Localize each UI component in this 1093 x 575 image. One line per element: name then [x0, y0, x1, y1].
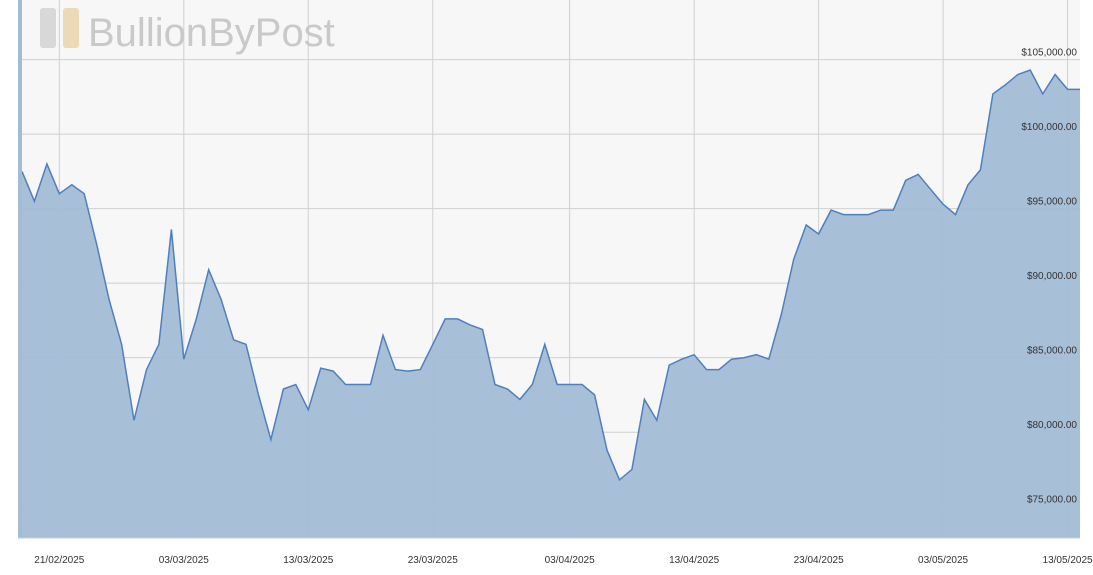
- x-tick-label: 13/05/2025: [1043, 555, 1093, 566]
- y-tick-label: $95,000.00: [1027, 197, 1077, 208]
- area-fill: [22, 70, 1080, 538]
- x-tick-label: 13/04/2025: [669, 555, 719, 566]
- plot-left-strip: [18, 0, 22, 538]
- line: [21, 69, 1080, 482]
- y-tick-label: $85,000.00: [1027, 346, 1077, 357]
- x-tick-label: 03/03/2025: [159, 555, 209, 566]
- y-tick-label: $90,000.00: [1027, 271, 1077, 282]
- logo-bar: [63, 8, 79, 48]
- x-tick-label: 03/04/2025: [545, 555, 595, 566]
- y-tick-label: $100,000.00: [1021, 122, 1077, 133]
- logo: BullionByPost: [40, 8, 335, 55]
- x-tick-label: 23/04/2025: [794, 555, 844, 566]
- y-tick-label: $75,000.00: [1027, 495, 1077, 506]
- x-tick-label: 13/03/2025: [283, 555, 333, 566]
- x-tick-label: 21/02/2025: [34, 555, 84, 566]
- y-tick-label: $105,000.00: [1021, 48, 1077, 59]
- x-tick-label: 23/03/2025: [408, 555, 458, 566]
- y-tick-label: $80,000.00: [1027, 420, 1077, 431]
- x-tick-label: 03/05/2025: [918, 555, 968, 566]
- logo-bar: [40, 8, 56, 48]
- watermark: BullionByPost: [88, 11, 335, 55]
